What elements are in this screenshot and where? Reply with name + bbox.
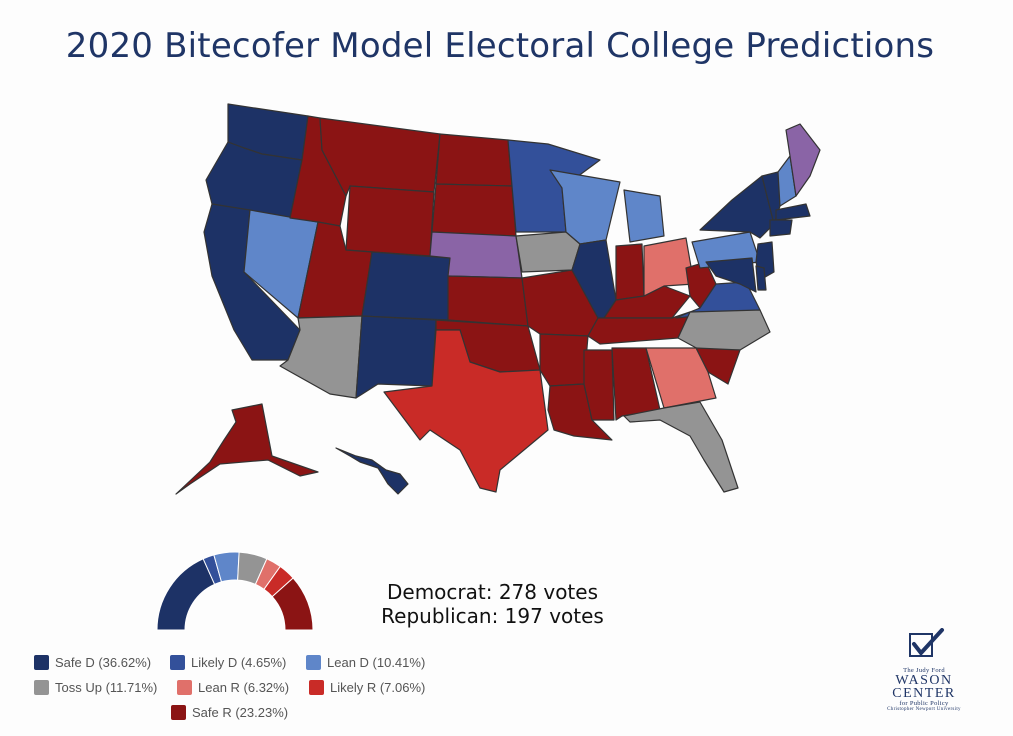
donut-slice-safe-r[interactable]	[271, 577, 314, 631]
state-me[interactable]	[785, 123, 821, 197]
legend-label: Likely R (7.06%)	[330, 680, 426, 695]
state-ms[interactable]	[583, 349, 615, 421]
state-oh[interactable]	[643, 237, 695, 297]
state-fl[interactable]	[623, 401, 739, 493]
vote-totals: Democrat: 278 votes Republican: 197 vote…	[360, 580, 625, 628]
legend-label: Lean D (10.41%)	[327, 655, 426, 670]
state-mi[interactable]	[623, 189, 665, 243]
legend-swatch	[171, 705, 186, 720]
legend-label: Likely D (4.65%)	[191, 655, 287, 670]
legend-swatch	[170, 655, 185, 670]
legend-swatch	[34, 680, 49, 695]
state-nd[interactable]	[435, 133, 513, 187]
state-ny[interactable]	[699, 175, 775, 239]
checkmark-icon	[909, 628, 944, 657]
state-wy[interactable]	[345, 185, 435, 257]
legend-swatch	[177, 680, 192, 695]
legend-item-lean-r[interactable]: Lean R (6.32%)	[177, 680, 289, 695]
legend-label: Safe R (23.23%)	[192, 705, 289, 720]
legend-item-safe-d[interactable]: Safe D (36.62%)	[34, 655, 151, 670]
state-de[interactable]	[755, 265, 767, 291]
legend-item-likely-r[interactable]: Likely R (7.06%)	[309, 680, 425, 695]
state-md[interactable]	[705, 257, 757, 293]
state-ks[interactable]	[447, 275, 529, 327]
state-co[interactable]	[361, 251, 451, 321]
legend-item-likely-d[interactable]: Likely D (4.65%)	[170, 655, 286, 670]
legend-swatch	[34, 655, 49, 670]
state-nc[interactable]	[677, 309, 771, 351]
state-hi[interactable]	[335, 447, 409, 495]
hemicycle-donut-chart	[156, 551, 314, 631]
legend-swatch	[306, 655, 321, 670]
legend-label: Toss Up (11.71%)	[55, 680, 158, 695]
logo-line-4: for Public Policy	[899, 700, 949, 707]
logo-line-1: The Judy Ford	[903, 667, 945, 674]
state-ak[interactable]	[175, 403, 319, 495]
logo-line-2: WASON	[895, 673, 953, 688]
legend-label: Safe D (36.62%)	[55, 655, 152, 670]
legend-item-safe-r[interactable]: Safe R (23.23%)	[171, 705, 288, 720]
legend-item-lean-d[interactable]: Lean D (10.41%)	[306, 655, 425, 670]
state-ar[interactable]	[539, 333, 589, 387]
us-electoral-map	[175, 103, 821, 495]
republican-total: Republican: 197 votes	[381, 604, 604, 628]
legend-item-toss-up[interactable]: Toss Up (11.71%)	[34, 680, 157, 695]
state-ia[interactable]	[515, 231, 581, 273]
legend-label: Lean R (6.32%)	[198, 680, 290, 695]
state-nm[interactable]	[355, 315, 437, 399]
democrat-total: Democrat: 278 votes	[386, 580, 598, 604]
state-ma[interactable]	[775, 203, 811, 221]
wason-center-logo: The Judy Ford WASON CENTER for Public Po…	[886, 628, 962, 720]
logo-line-3: CENTER	[892, 686, 956, 701]
state-ga[interactable]	[645, 347, 717, 409]
donut-slice-safe-d[interactable]	[156, 558, 216, 631]
chart-title: 2020 Bitecofer Model Electoral College P…	[65, 26, 935, 66]
state-sd[interactable]	[431, 183, 517, 237]
state-tx[interactable]	[383, 329, 549, 493]
logo-line-5: Christopher Newport University	[887, 707, 961, 712]
state-ct[interactable]	[769, 219, 793, 237]
state-in[interactable]	[615, 243, 645, 301]
legend-swatch	[309, 680, 324, 695]
